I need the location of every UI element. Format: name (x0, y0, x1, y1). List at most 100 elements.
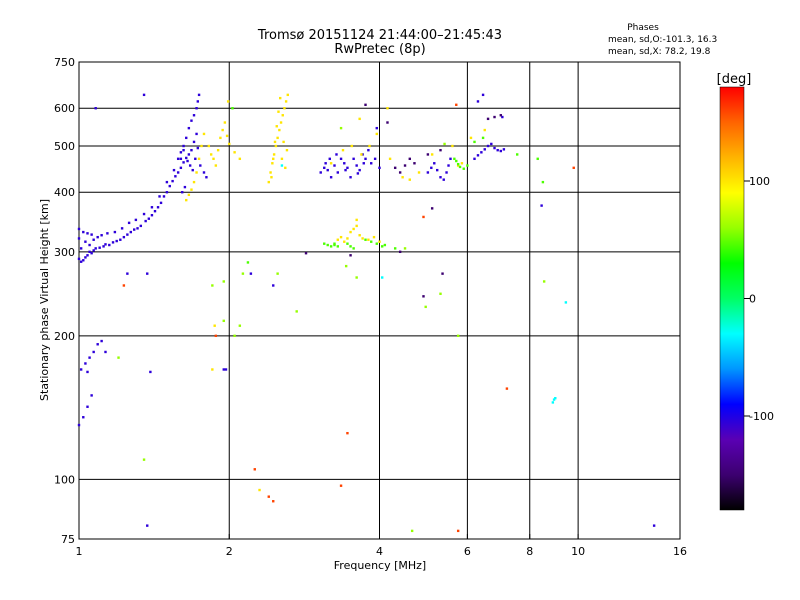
x-tick-labels: 1 2 4 6 8 10 16 (76, 534, 687, 558)
data-point (96, 343, 99, 346)
data-point (96, 235, 99, 239)
data-point (456, 164, 460, 167)
data-point (455, 103, 458, 107)
colorbar (719, 86, 745, 511)
colorbar-tick-label: -100 (749, 410, 774, 423)
data-point (233, 334, 236, 338)
data-point (92, 238, 95, 241)
data-point (339, 235, 343, 239)
data-point (275, 125, 278, 128)
data-point (449, 157, 452, 161)
data-point (436, 168, 439, 172)
data-points (77, 93, 656, 533)
data-point (179, 157, 183, 161)
data-point (172, 168, 176, 172)
data-point (253, 468, 256, 471)
data-point (378, 166, 381, 170)
data-point (77, 257, 81, 261)
data-point (410, 529, 414, 533)
data-point (159, 201, 163, 205)
data-point (176, 157, 180, 161)
x-axis-label: Frequency [MHz] (334, 559, 426, 572)
data-point (358, 168, 361, 172)
data-point (199, 164, 202, 167)
data-point (333, 243, 336, 247)
data-point (92, 350, 95, 354)
data-point (456, 162, 460, 166)
data-point (182, 144, 185, 148)
data-point (238, 324, 242, 327)
data-point (453, 157, 456, 161)
data-point (104, 350, 107, 354)
data-point (212, 157, 215, 161)
data-point (375, 242, 378, 245)
data-point (153, 209, 157, 213)
data-point (222, 280, 225, 283)
data-point (226, 100, 230, 103)
data-point (346, 242, 349, 245)
data-point (304, 252, 308, 255)
data-point (273, 140, 277, 144)
data-point (195, 171, 198, 174)
data-point (147, 217, 151, 220)
data-point (473, 157, 476, 161)
data-point (272, 284, 275, 287)
data-point (476, 100, 480, 103)
data-point (380, 245, 384, 248)
data-point (90, 252, 93, 255)
data-point (225, 134, 229, 138)
data-point (426, 171, 430, 174)
data-point (187, 126, 191, 130)
data-point (343, 240, 346, 243)
data-point (88, 250, 91, 254)
data-point (281, 114, 284, 117)
data-point (481, 93, 485, 97)
data-point (285, 148, 289, 152)
data-point (388, 157, 392, 161)
data-point (86, 254, 89, 257)
data-point (424, 305, 427, 309)
data-point (280, 157, 284, 161)
data-point (183, 185, 187, 189)
data-point (344, 264, 348, 268)
data-point (272, 157, 275, 161)
data-point (458, 165, 462, 169)
data-point (386, 121, 389, 124)
y-axis-label: Stationary phase Virtual Height [km] (38, 199, 51, 401)
data-point (356, 172, 360, 175)
chart-subtitle: RwPretec (8p) (334, 42, 425, 57)
data-point (441, 272, 444, 275)
data-point (328, 157, 331, 161)
data-point (339, 484, 343, 487)
data-point (207, 144, 211, 148)
data-point (223, 121, 227, 124)
data-point (368, 144, 371, 148)
data-point (270, 176, 273, 179)
data-point (192, 140, 196, 144)
data-point (88, 356, 91, 359)
data-point (481, 136, 485, 140)
data-point (126, 233, 129, 236)
data-point (249, 272, 253, 275)
data-point (222, 368, 225, 371)
data-point (426, 153, 430, 156)
data-point (476, 154, 480, 157)
data-point (280, 164, 284, 167)
data-point (179, 166, 183, 170)
data-point (408, 157, 411, 161)
data-point (214, 164, 218, 167)
data-point (536, 157, 539, 161)
x-tick-label: 6 (464, 545, 471, 558)
stats-title: Phases (627, 23, 659, 33)
data-point (182, 161, 185, 164)
data-point (86, 232, 89, 235)
data-point (456, 529, 460, 533)
data-point (228, 142, 231, 146)
data-point (329, 176, 333, 179)
data-point (486, 144, 490, 148)
data-point (205, 176, 208, 179)
data-point (94, 107, 97, 110)
data-point (333, 242, 336, 245)
data-point (346, 166, 349, 170)
data-point (383, 243, 387, 247)
